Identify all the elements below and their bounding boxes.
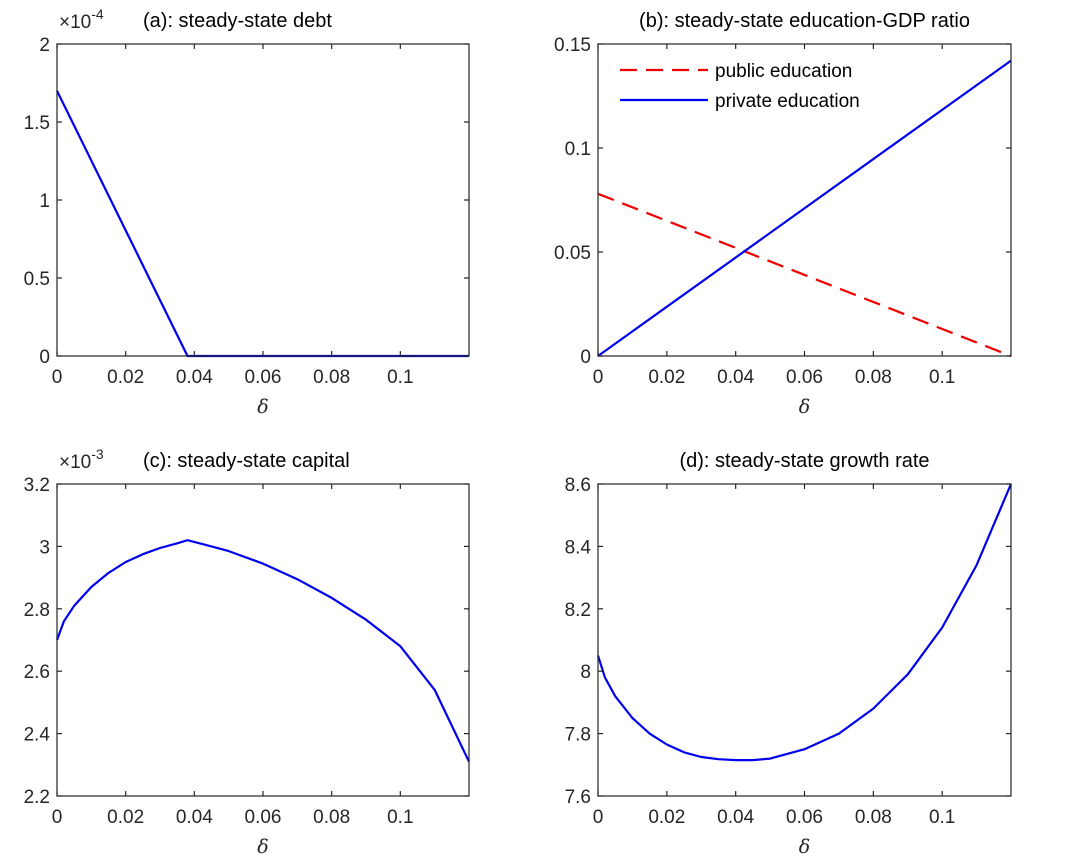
y-tick-label: 0.05 [554,243,591,264]
panel-title: (c): steady-state capital [143,450,350,472]
panel-2: 0 0.02 0.04 0.06 0.08 0.1 0 0.05 0.1 0.15 δ (b): st… [554,10,1012,418]
y-tick-label: 8.6 [565,475,591,496]
y-tick-label: 2.6 [24,662,50,683]
series-line-2-2 [597,59,1012,357]
x-tick-label: 0 [52,807,63,828]
panel-3: 0 0.02 0.04 0.06 0.08 0.1 2.2 2.4 2.6 2.8 3 3.2 δ ×10… [24,446,470,858]
x-tick-label: 0.06 [245,807,282,828]
series-line-1-1 [56,90,469,358]
panel-title: (b): steady-state education-GDP ratio [639,10,970,32]
x-axis-label: δ [799,836,810,858]
y-tick-label: 3 [39,537,50,558]
y-tick-label: 2.2 [24,787,50,808]
x-tick-label: 0.06 [786,807,823,828]
y-tick-label: 8.2 [565,600,591,621]
axes-box [56,483,470,797]
x-tick-label: 0 [593,807,604,828]
x-tick-label: 0.04 [717,367,754,388]
x-tick-label: 0.04 [176,807,213,828]
y-tick-label: 7.6 [565,787,591,808]
axes-box [56,43,470,357]
y-tick-label: 0.1 [565,139,591,160]
x-tick-label: 0.1 [929,807,955,828]
x-tick-label: 0.1 [387,367,413,388]
legend: public education private education [620,61,860,112]
x-tick-label: 0.08 [855,367,892,388]
panel-title: (d): steady-state growth rate [679,450,929,472]
x-tick-label: 0.02 [648,367,685,388]
legend-label: private education [715,91,860,112]
y-tick-label: 2.4 [24,725,51,746]
x-tick-label: 0.08 [855,807,892,828]
y-tick-label: 1 [39,191,50,212]
y-tick-label: 1.5 [24,113,50,134]
x-axis-label: δ [799,396,810,418]
x-tick-label: 0 [52,367,63,388]
y-tick-label: 0 [39,347,50,368]
y-exponent-label: ×10-3 [59,446,104,473]
x-tick-label: 0.02 [107,367,144,388]
y-tick-label: 0 [580,347,591,368]
x-tick-label: 0.02 [107,807,144,828]
y-tick-label: 2 [39,35,50,56]
y-tick-label: 7.8 [565,725,591,746]
y-tick-label: 8.4 [565,537,592,558]
y-tick-label: 8 [580,662,591,683]
y-tick-label: 0.5 [24,269,50,290]
y-tick-label: 3.2 [24,475,50,496]
x-axis-label: δ [257,396,268,418]
x-tick-label: 0.08 [313,367,350,388]
x-tick-label: 0.1 [387,807,413,828]
series-line-2-1 [597,192,1012,358]
series-line-3-1 [55,539,470,763]
y-exponent-label: ×10-4 [59,6,104,33]
panel-4: 0 0.02 0.04 0.06 0.08 0.1 7.6 7.8 8 8.2 8.4 8.6 δ (d)… [565,450,1013,858]
x-tick-label: 0.04 [717,807,754,828]
x-tick-label: 0.04 [176,367,213,388]
x-tick-label: 0 [593,367,604,388]
x-axis-label: δ [257,836,268,858]
y-tick-label: 2.8 [24,600,50,621]
panel-1: 0 0.02 0.04 0.06 0.08 0.1 0 0.5 1 1.5 2 δ ×10-4 (a): … [24,6,470,418]
y-tick-label: 0.15 [554,35,591,56]
x-tick-label: 0.06 [245,367,282,388]
x-tick-label: 0.02 [648,807,685,828]
x-tick-label: 0.08 [313,807,350,828]
x-tick-label: 0.06 [786,367,823,388]
series-line-4-1 [596,483,1013,762]
panel-title: (a): steady-state debt [143,10,332,32]
x-tick-label: 0.1 [929,367,955,388]
legend-label: public education [715,61,852,82]
